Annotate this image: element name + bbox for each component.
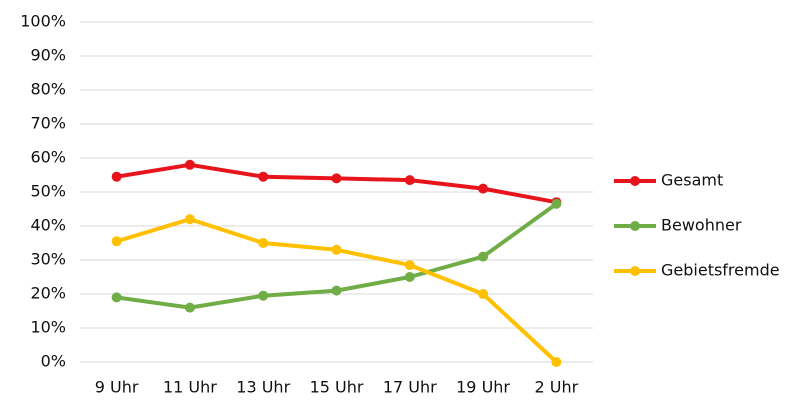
- data-point: [551, 198, 562, 209]
- data-point: [111, 236, 122, 247]
- data-point: [258, 171, 269, 182]
- x-tick-label: 9 Uhr: [95, 378, 139, 397]
- data-point: [111, 171, 122, 182]
- data-point: [331, 244, 342, 255]
- data-point: [184, 302, 195, 313]
- y-tick-label: 60%: [30, 148, 66, 167]
- y-tick-label: 40%: [30, 216, 66, 235]
- data-point: [331, 173, 342, 184]
- y-tick-label: 0%: [41, 352, 66, 371]
- series-line: [116, 162, 557, 205]
- data-point: [258, 238, 269, 248]
- y-tick-label: 100%: [20, 12, 66, 31]
- data-point: [478, 289, 489, 299]
- x-tick-label: 19 Uhr: [456, 378, 510, 397]
- legend-marker: [630, 176, 640, 186]
- data-point: [258, 290, 269, 301]
- x-tick-label: 17 Uhr: [383, 378, 437, 397]
- y-tick-label: 50%: [30, 182, 66, 201]
- data-point: [184, 159, 195, 170]
- data-point: [478, 183, 489, 194]
- y-tick-label: 70%: [30, 114, 66, 133]
- y-tick-label: 10%: [30, 318, 66, 337]
- y-tick-label: 80%: [30, 80, 66, 99]
- data-point: [551, 357, 562, 367]
- data-point: [184, 214, 195, 225]
- legend-label: Gesamt: [661, 171, 723, 190]
- legend-label: Bewohner: [661, 216, 742, 235]
- data-point: [331, 285, 342, 296]
- x-tick-label: 11 Uhr: [163, 378, 217, 397]
- y-tick-label: 90%: [30, 46, 66, 65]
- legend-marker: [630, 266, 640, 276]
- data-point: [404, 272, 415, 282]
- x-tick-label: 13 Uhr: [236, 378, 290, 397]
- x-tick-label: 2 Uhr: [535, 378, 579, 397]
- data-point: [478, 251, 489, 262]
- data-point: [111, 292, 122, 303]
- data-point: [404, 260, 415, 271]
- data-point: [404, 175, 415, 186]
- y-tick-label: 30%: [30, 250, 66, 269]
- legend-label: Gebietsfremde: [661, 261, 780, 280]
- legend-marker: [630, 221, 640, 231]
- y-tick-label: 20%: [30, 284, 66, 303]
- x-tick-label: 15 Uhr: [310, 378, 364, 397]
